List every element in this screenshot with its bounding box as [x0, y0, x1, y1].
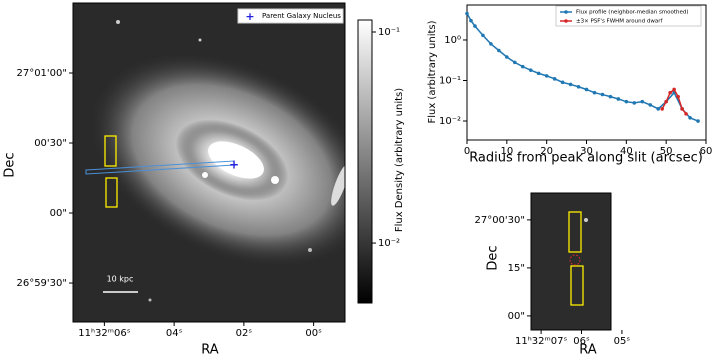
- point: [481, 33, 485, 38]
- aperture: [105, 177, 118, 208]
- x-tick-label: 50: [660, 146, 673, 157]
- x-axis-label: Radius from peak along slit (arcsec): [469, 151, 703, 166]
- point: [520, 64, 525, 69]
- y-axis-label: Dec: [3, 152, 18, 177]
- legend: [237, 8, 344, 24]
- marker: +: [229, 158, 239, 172]
- slit: [85, 160, 235, 175]
- y-tick-label: 15": [508, 263, 525, 274]
- y-tick-label: 10⁻¹: [378, 27, 400, 38]
- point: [592, 90, 597, 95]
- legend-label: Flux profile (neighbor-median smoothed): [576, 10, 689, 16]
- sky-image: [73, 3, 345, 322]
- point: [680, 107, 684, 111]
- y-tick-label: 00'30": [34, 138, 67, 149]
- legend-label: Parent Galaxy Nucleus: [262, 12, 341, 20]
- point: [608, 94, 613, 99]
- x-tick-label: 05ˢ: [614, 336, 631, 347]
- x-axis-label: RA: [201, 343, 219, 358]
- legend-marker: +: [245, 10, 254, 23]
- y-tick-label: 26°59'30": [16, 278, 67, 289]
- y-tick-label: 00": [508, 311, 525, 322]
- point: [664, 99, 668, 104]
- legend-label: ±3× PSF's FWHM around dwarf: [576, 19, 664, 25]
- colorbar: [357, 19, 373, 304]
- point: [560, 80, 565, 85]
- point: [632, 101, 637, 105]
- x-tick-label: 10: [500, 146, 513, 157]
- point: [676, 94, 680, 99]
- point: [656, 107, 660, 111]
- legend-swatch: [564, 19, 568, 23]
- point: [624, 99, 629, 104]
- point: [552, 77, 557, 81]
- point: [469, 18, 473, 23]
- legend-swatch: [564, 10, 568, 14]
- x-tick-label: 60: [700, 146, 713, 157]
- line: [466, 13, 699, 122]
- point: [640, 99, 645, 104]
- y-axis-label: Dec: [486, 245, 501, 270]
- y-tick-label: 10⁻¹: [439, 75, 461, 86]
- y-tick-label: 00": [50, 208, 67, 219]
- y-tick-label: 10⁻²: [378, 238, 400, 249]
- point: [616, 97, 621, 101]
- x-tick-label: 30: [580, 146, 593, 157]
- x-tick-label: 0: [464, 146, 470, 157]
- x-tick-label: 20: [540, 146, 553, 157]
- point: [528, 68, 533, 72]
- point: [668, 90, 672, 95]
- frame: [466, 4, 707, 141]
- x-tick-label: 02ˢ: [236, 328, 253, 339]
- legend: [555, 5, 702, 27]
- aperture: [570, 265, 584, 306]
- point: [536, 71, 541, 76]
- x-tick-label: 11ʰ32ᵐ06ˢ: [78, 328, 130, 339]
- point: [497, 48, 501, 53]
- y-tick-label: 27°00'30": [474, 215, 525, 226]
- y-tick-label: 10⁻²: [439, 116, 461, 127]
- point: [660, 107, 664, 111]
- point: [489, 42, 493, 46]
- point: [505, 55, 509, 59]
- frame: [72, 2, 346, 323]
- point: [688, 116, 692, 120]
- y-tick-label: 10⁰: [444, 35, 461, 46]
- point: [684, 112, 688, 116]
- scale-bar-label: 10 kpc: [107, 275, 134, 284]
- x-tick-label: 06ˢ: [573, 336, 590, 347]
- point: [513, 60, 517, 65]
- point: [584, 87, 589, 92]
- dwarf-circle: [569, 254, 581, 266]
- x-tick-label: 40: [620, 146, 633, 157]
- point: [672, 87, 676, 92]
- cutout-image: [530, 192, 612, 331]
- point: [473, 24, 477, 28]
- x-tick-label: 11ʰ32ᵐ07ˢ: [515, 336, 567, 347]
- star: [584, 218, 588, 222]
- point: [600, 92, 605, 97]
- point: [696, 119, 700, 123]
- point: [465, 11, 469, 16]
- point: [648, 103, 653, 107]
- point: [568, 82, 573, 87]
- y-axis-label: Flux (arbitrary units): [427, 20, 438, 123]
- aperture: [568, 211, 582, 253]
- axis-label: Flux Density (arbitrary units): [394, 88, 405, 232]
- x-axis-label: RA: [579, 343, 597, 358]
- point: [576, 84, 581, 89]
- y-tick-label: 27°01'00": [16, 68, 67, 79]
- aperture: [104, 135, 117, 167]
- x-tick-label: 04ˢ: [166, 328, 183, 339]
- point: [544, 74, 549, 78]
- x-tick-label: 00ˢ: [305, 328, 322, 339]
